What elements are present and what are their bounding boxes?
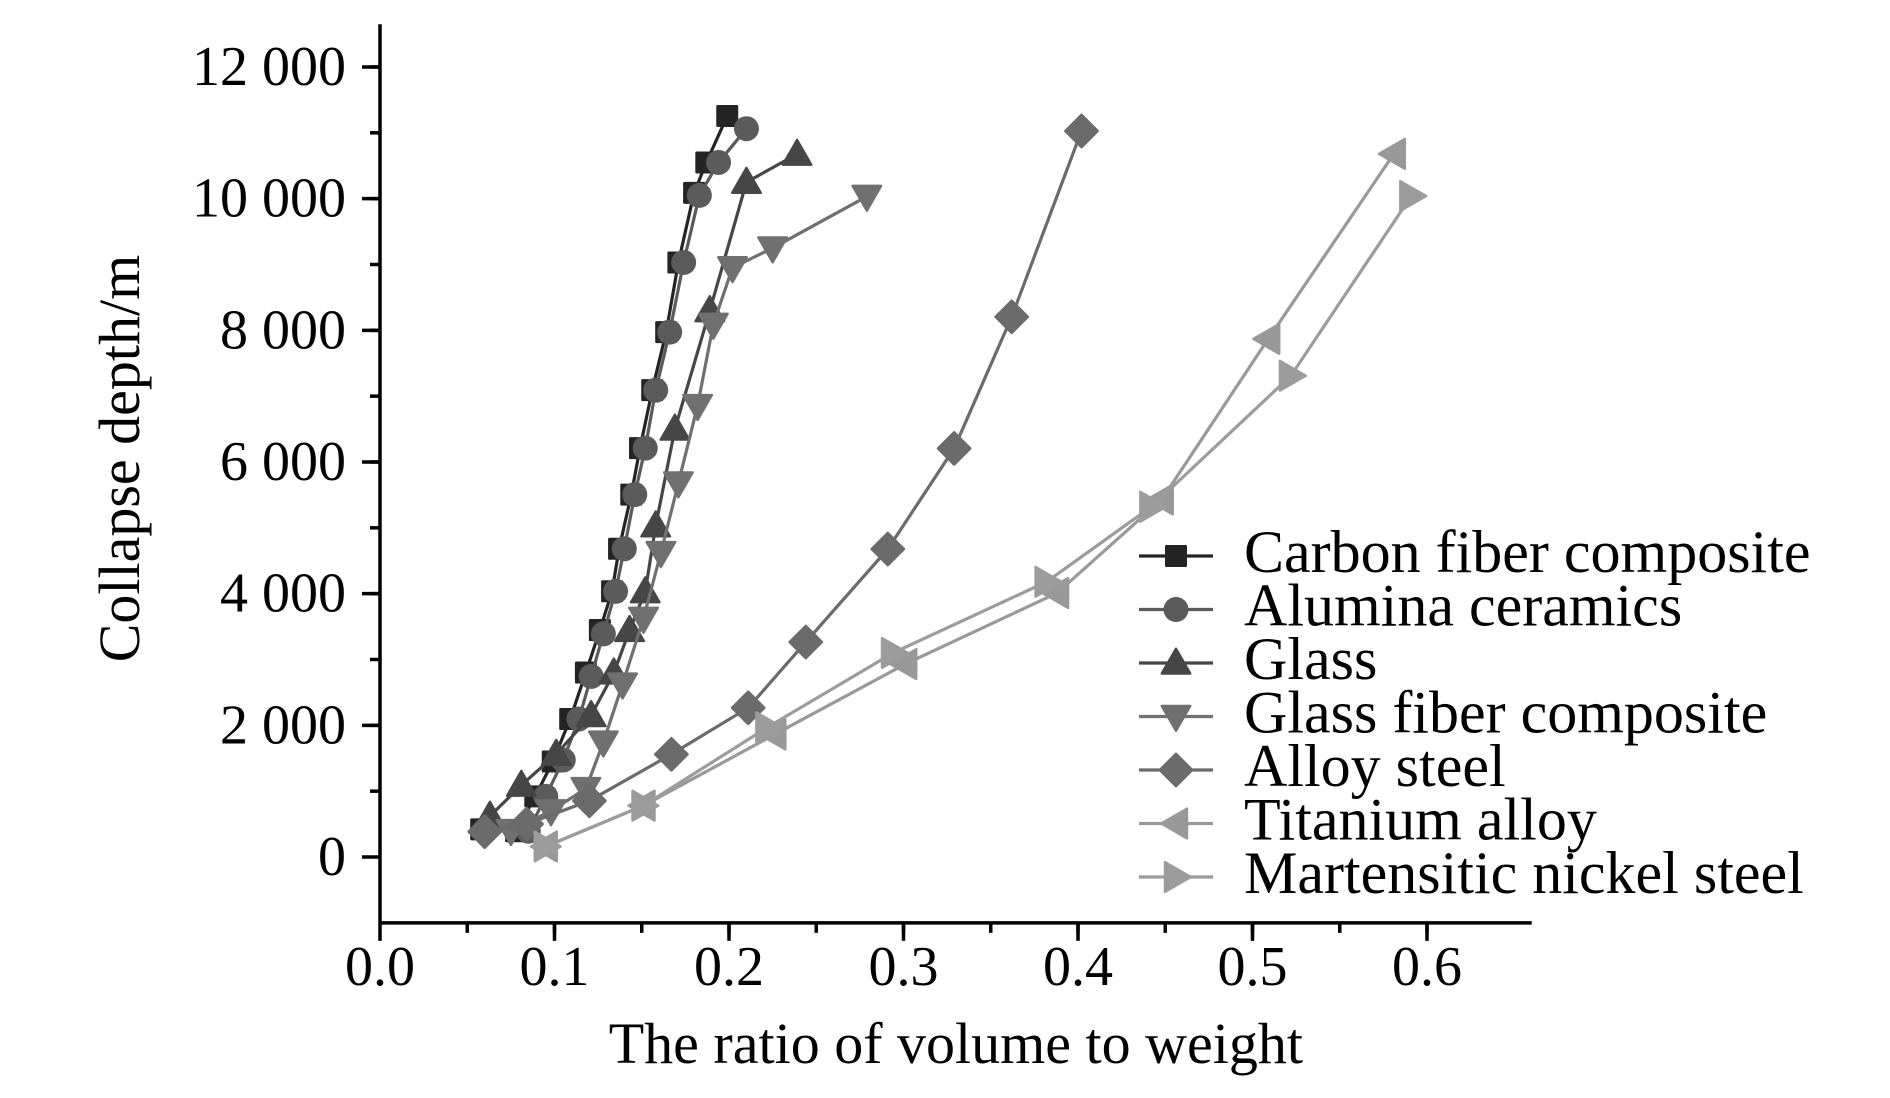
svg-text:0.1: 0.1 [520, 936, 590, 998]
svg-text:12 000: 12 000 [192, 36, 346, 98]
svg-text:10 000: 10 000 [192, 168, 346, 230]
svg-text:0.2: 0.2 [694, 936, 764, 998]
svg-text:6 000: 6 000 [220, 431, 346, 493]
svg-text:0.0: 0.0 [345, 936, 415, 998]
svg-text:Collapse depth/m: Collapse depth/m [87, 255, 152, 663]
svg-text:2 000: 2 000 [220, 694, 346, 756]
svg-text:0.4: 0.4 [1043, 936, 1113, 998]
svg-text:4 000: 4 000 [220, 563, 346, 625]
svg-text:0.5: 0.5 [1218, 936, 1288, 998]
svg-text:0: 0 [318, 826, 346, 888]
svg-text:The ratio of volume to weight: The ratio of volume to weight [609, 1011, 1303, 1076]
svg-text:Martensitic nickel steel: Martensitic nickel steel [1244, 840, 1804, 906]
svg-text:0.6: 0.6 [1392, 936, 1462, 998]
svg-text:8 000: 8 000 [220, 299, 346, 361]
svg-text:0.3: 0.3 [869, 936, 939, 998]
